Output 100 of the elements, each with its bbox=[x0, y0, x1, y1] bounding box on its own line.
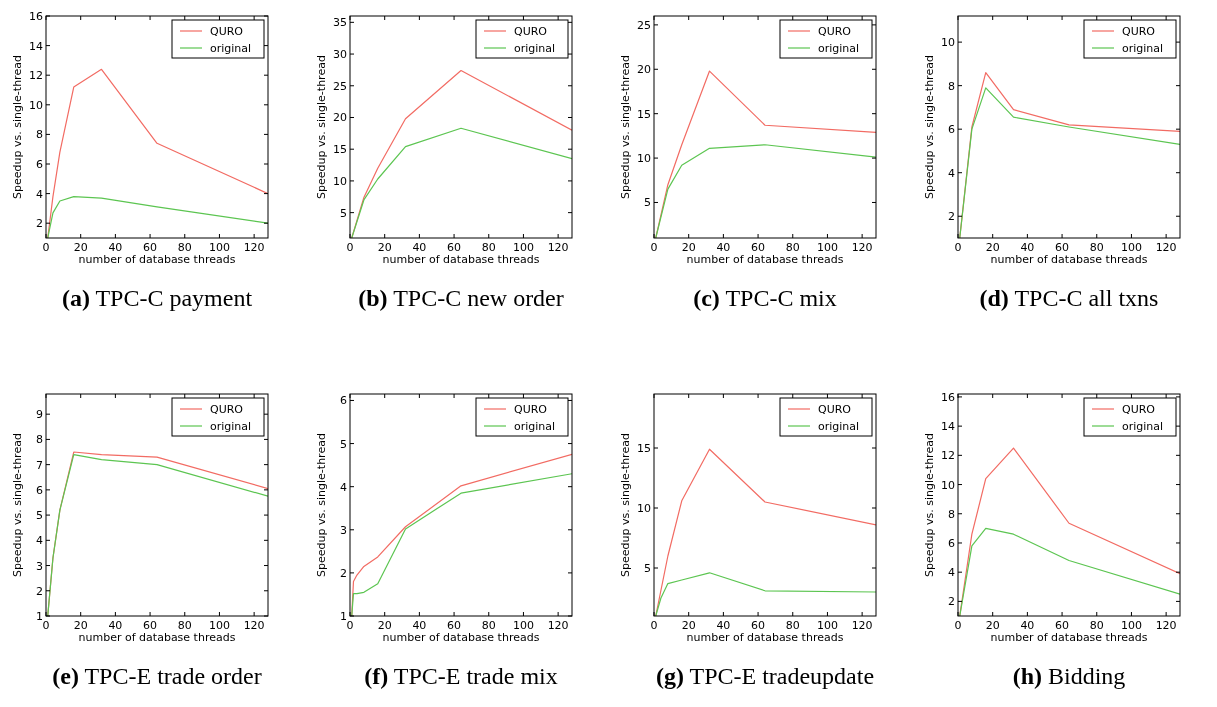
x-tick-label: 80 bbox=[481, 619, 496, 632]
y-tick-label: 15 bbox=[637, 107, 651, 121]
x-axis-title: number of database threads bbox=[382, 253, 540, 266]
text: (g) TPC-E tradeupdate bbox=[655, 663, 875, 689]
x-tick-label: 20 bbox=[985, 619, 1000, 632]
x-tick-label: 100 bbox=[816, 619, 838, 632]
y-tick-label: 4 bbox=[36, 187, 43, 201]
text: (h) Bidding bbox=[1012, 663, 1126, 689]
y-tick-label: 1 bbox=[36, 610, 43, 623]
y-tick-label: 8 bbox=[948, 507, 955, 521]
y-tick-label: 4 bbox=[948, 566, 955, 580]
x-tick-label: 40 bbox=[412, 619, 427, 632]
y-tick-label: 6 bbox=[948, 536, 955, 550]
y-tick-label: 14 bbox=[29, 39, 43, 53]
legend-label: original bbox=[514, 42, 556, 55]
x-axis-title: number of database threads bbox=[686, 253, 844, 266]
x-tick-label: 100 bbox=[512, 241, 534, 254]
x-axis-title: number of database threads bbox=[990, 631, 1148, 644]
line-series bbox=[655, 572, 876, 616]
y-tick-label: 2 bbox=[948, 210, 955, 224]
x-tick-label: 40 bbox=[1020, 241, 1035, 254]
x-tick-label: 80 bbox=[1089, 241, 1104, 254]
y-tick-label: 14 bbox=[941, 420, 955, 434]
text: (e) TPC-E trade order bbox=[52, 663, 262, 689]
y-axis-title: Speedup vs. single-thread bbox=[923, 433, 936, 577]
x-tick-label: 40 bbox=[1020, 619, 1035, 632]
line-series bbox=[959, 527, 1180, 616]
legend-label: original bbox=[210, 42, 252, 55]
x-tick-label: 80 bbox=[1089, 619, 1104, 632]
y-tick-label: 5 bbox=[340, 437, 347, 451]
y-tick-label: 4 bbox=[948, 166, 955, 180]
legend-label: QURO bbox=[818, 25, 852, 38]
x-tick-label: 60 bbox=[143, 241, 158, 254]
y-tick-label: 8 bbox=[36, 128, 43, 142]
x-tick-label: 60 bbox=[751, 241, 766, 254]
y-tick-label: 1 bbox=[340, 610, 347, 623]
x-tick-label: 120 bbox=[1155, 241, 1177, 254]
y-tick-label: 8 bbox=[948, 79, 955, 93]
y-tick-label: 4 bbox=[340, 480, 347, 494]
y-tick-label: 9 bbox=[36, 408, 43, 422]
y-tick-label: 10 bbox=[941, 478, 955, 492]
x-tick-label: 120 bbox=[547, 241, 569, 254]
y-tick-label: 2 bbox=[36, 217, 43, 231]
y-axis-title: Speedup vs. single-thread bbox=[315, 433, 328, 577]
x-tick-label: 20 bbox=[681, 619, 696, 632]
y-tick-label: 2 bbox=[36, 584, 43, 598]
x-tick-label: 120 bbox=[547, 619, 569, 632]
x-tick-label: 20 bbox=[681, 241, 696, 254]
x-tick-label: 60 bbox=[751, 619, 766, 632]
legend-label: original bbox=[210, 420, 252, 433]
y-tick-label: 5 bbox=[36, 509, 43, 523]
y-axis-title: Speedup vs. single-thread bbox=[11, 433, 24, 577]
y-axis-title: Speedup vs. single-thread bbox=[619, 433, 632, 577]
x-tick-label: 80 bbox=[177, 241, 192, 254]
legend-label: QURO bbox=[210, 25, 244, 38]
y-tick-label: 25 bbox=[333, 79, 347, 93]
x-tick-label: 120 bbox=[243, 619, 265, 632]
legend-label: QURO bbox=[514, 403, 548, 416]
x-tick-label: 20 bbox=[73, 619, 88, 632]
x-tick-label: 40 bbox=[716, 241, 731, 254]
y-tick-label: 20 bbox=[333, 111, 347, 125]
x-tick-label: 20 bbox=[377, 241, 392, 254]
x-tick-label: 80 bbox=[177, 619, 192, 632]
x-tick-label: 100 bbox=[1120, 619, 1142, 632]
y-tick-label: 6 bbox=[340, 394, 347, 408]
legend-label: QURO bbox=[818, 403, 852, 416]
x-axis-title: number of database threads bbox=[990, 253, 1148, 266]
y-tick-label: 2 bbox=[948, 595, 955, 609]
x-tick-label: 100 bbox=[816, 241, 838, 254]
text: (c) TPC-C mix bbox=[693, 285, 837, 311]
x-tick-label: 120 bbox=[243, 241, 265, 254]
y-tick-label: 35 bbox=[333, 16, 347, 30]
y-tick-label: 6 bbox=[948, 123, 955, 137]
legend-label: QURO bbox=[1122, 25, 1156, 38]
x-tick-label: 60 bbox=[1055, 241, 1070, 254]
x-tick-label: 0 bbox=[650, 619, 658, 632]
legend-label: original bbox=[1122, 42, 1164, 55]
y-tick-label: 3 bbox=[36, 559, 43, 573]
legend-label: QURO bbox=[1122, 403, 1156, 416]
y-tick-label: 16 bbox=[29, 10, 43, 23]
x-tick-label: 40 bbox=[108, 619, 123, 632]
x-tick-label: 60 bbox=[1055, 619, 1070, 632]
y-tick-label: 30 bbox=[333, 48, 347, 62]
text: (d) TPC-C all txns bbox=[979, 285, 1159, 311]
y-tick-label: 4 bbox=[36, 534, 43, 548]
y-tick-label: 25 bbox=[637, 18, 651, 32]
y-axis-title: Speedup vs. single-thread bbox=[923, 55, 936, 199]
x-axis-title: number of database threads bbox=[382, 631, 540, 644]
text: (b) TPC-C new order bbox=[358, 285, 564, 311]
x-tick-label: 100 bbox=[208, 619, 230, 632]
y-tick-label: 12 bbox=[29, 69, 43, 83]
x-tick-label: 40 bbox=[716, 619, 731, 632]
x-axis-title: number of database threads bbox=[78, 253, 236, 266]
line-series bbox=[47, 68, 268, 238]
x-tick-label: 0 bbox=[954, 241, 962, 254]
legend-label: original bbox=[514, 420, 556, 433]
legend-label: original bbox=[1122, 420, 1164, 433]
x-tick-label: 0 bbox=[42, 241, 50, 254]
x-tick-label: 0 bbox=[346, 241, 354, 254]
y-tick-label: 5 bbox=[644, 562, 651, 575]
